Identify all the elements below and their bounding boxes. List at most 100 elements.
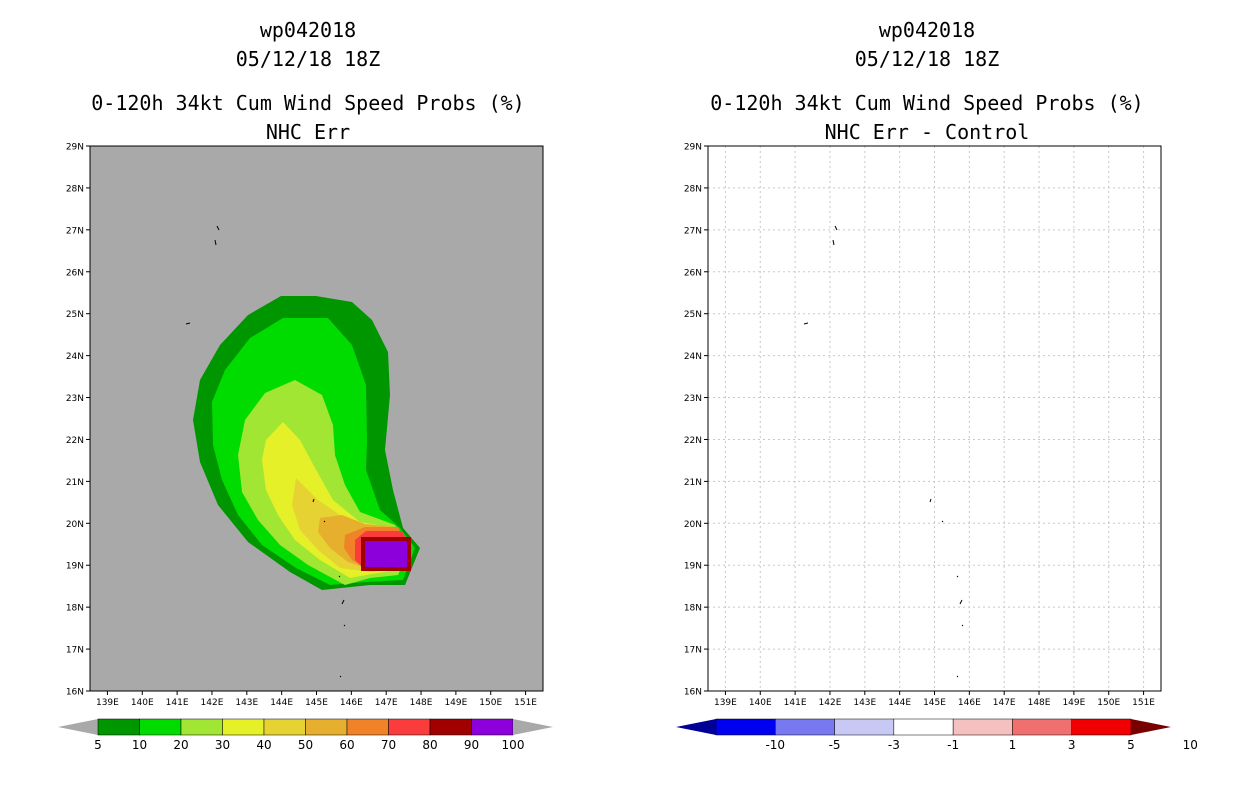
right-y-axis: 16N 17N 18N 19N 20N 21N 22N 23N 24N 25N 26N 27N 28N 2… xyxy=(684,143,708,698)
y-tick-label: 18N xyxy=(684,604,702,614)
y-tick-label: 22N xyxy=(66,436,84,446)
colorbar-segment xyxy=(952,718,1013,736)
island-h xyxy=(961,624,964,627)
x-tick-label: 149E xyxy=(1062,698,1085,708)
right-title-line1: wp042018 xyxy=(878,18,976,42)
x-tick-label: 144E xyxy=(270,698,293,708)
y-tick-label: 20N xyxy=(66,520,84,530)
x-tick-label: 140E xyxy=(131,698,154,708)
y-tick-label: 18N xyxy=(66,604,84,614)
island-c xyxy=(185,322,191,325)
y-tick-label: 16N xyxy=(66,688,84,698)
x-tick-label: 142E xyxy=(201,698,224,708)
island-b xyxy=(832,239,835,246)
island-i xyxy=(339,675,342,678)
right-title-line4: NHC Err - Control xyxy=(824,120,1030,144)
colorbar-under-arrow xyxy=(58,719,98,735)
colorbar-label: 80 xyxy=(422,738,437,752)
island-f xyxy=(956,575,959,578)
colorbar-segment xyxy=(775,718,835,736)
colorbar-segment xyxy=(471,718,514,736)
x-tick-label: 150E xyxy=(479,698,502,708)
x-tick-label: 139E xyxy=(714,698,737,708)
colorbar-label: 90 xyxy=(464,738,479,752)
colorbar-segment xyxy=(180,718,223,736)
colorbar-segment xyxy=(222,718,265,736)
x-tick-label: 151E xyxy=(1132,698,1155,708)
colorbar-segment xyxy=(263,718,306,736)
x-tick-label: 142E xyxy=(819,698,842,708)
colorbar-over-arrow xyxy=(513,719,553,735)
right-title-line2: 05/12/18 18Z xyxy=(854,47,1000,71)
y-tick-label: 29N xyxy=(684,143,702,153)
colorbar-segment xyxy=(305,718,348,736)
colorbar-label: 5 xyxy=(94,738,102,752)
x-tick-label: 147E xyxy=(375,698,398,708)
y-tick-label: 16N xyxy=(684,688,702,698)
colorbar-segment xyxy=(893,718,954,736)
x-tick-label: 148E xyxy=(410,698,433,708)
left-title-line4: NHC Err xyxy=(265,120,351,144)
y-tick-label: 22N xyxy=(684,436,702,446)
island-d xyxy=(929,498,932,503)
island-e xyxy=(323,520,326,523)
island-b xyxy=(214,239,217,246)
colorbar-label: 3 xyxy=(1068,738,1076,752)
x-tick-label: 147E xyxy=(993,698,1016,708)
colorbar-segment xyxy=(834,718,895,736)
y-tick-label: 21N xyxy=(684,478,702,488)
x-tick-label: 143E xyxy=(235,698,258,708)
island-c xyxy=(803,322,809,325)
left-y-axis: 16N 17N 18N 19N 20N 21N 22N 23N 24N 25N 26N 27N 28N 2… xyxy=(66,143,90,698)
island-a xyxy=(834,225,838,231)
right-map: 16N 17N 18N 19N 20N 21N 22N 23N 24N 25N 26N 27N 28N 2… xyxy=(684,143,1162,708)
left-x-axis: 139E 140E 141E 142E 143E 144E 145E 146E 147E 148E… xyxy=(96,691,537,708)
left-title-line1: wp042018 xyxy=(259,18,357,42)
colorbar-label: 60 xyxy=(339,738,354,752)
colorbar-label: 10 xyxy=(1183,738,1198,752)
colorbar-label: 20 xyxy=(173,738,188,752)
colorbar-label: -1 xyxy=(947,738,959,752)
x-tick-label: 143E xyxy=(853,698,876,708)
colorbar-label: -10 xyxy=(765,738,785,752)
x-tick-label: 144E xyxy=(888,698,911,708)
colorbar-label: 50 xyxy=(298,738,313,752)
x-tick-label: 149E xyxy=(444,698,467,708)
left-map: 16N 17N 18N 19N 20N 21N 22N 23N 24N 25N 26N 27N 28N 2… xyxy=(66,143,544,708)
y-tick-label: 28N xyxy=(684,184,702,194)
y-tick-label: 20N xyxy=(684,520,702,530)
island-h xyxy=(343,624,346,627)
colorbar-segment xyxy=(1012,718,1072,736)
x-tick-label: 139E xyxy=(96,698,119,708)
right-grid xyxy=(708,146,1161,691)
left-title-line3: 0-120h 34kt Cum Wind Speed Probs (%) xyxy=(91,91,525,115)
right-title-line3: 0-120h 34kt Cum Wind Speed Probs (%) xyxy=(710,91,1144,115)
island-g xyxy=(959,599,963,605)
island-i xyxy=(956,675,959,678)
colorbar-label: 70 xyxy=(381,738,396,752)
y-tick-label: 24N xyxy=(684,352,702,362)
x-tick-label: 150E xyxy=(1097,698,1120,708)
y-tick-label: 25N xyxy=(66,310,84,320)
colorbar-under-arrow xyxy=(676,719,716,735)
y-tick-label: 23N xyxy=(684,394,702,404)
x-tick-label: 140E xyxy=(749,698,772,708)
y-tick-label: 27N xyxy=(66,226,84,236)
colorbar-segment xyxy=(388,718,431,736)
y-tick-label: 26N xyxy=(684,268,702,278)
colorbar-segment xyxy=(715,718,776,736)
left-title-line2: 05/12/18 18Z xyxy=(235,47,381,71)
x-tick-label: 141E xyxy=(166,698,189,708)
y-tick-label: 28N xyxy=(66,184,84,194)
colorbar-label: 100 xyxy=(502,738,525,752)
x-tick-label: 141E xyxy=(784,698,807,708)
y-tick-label: 19N xyxy=(66,562,84,572)
x-tick-label: 151E xyxy=(514,698,537,708)
colorbar-segment xyxy=(1071,718,1132,736)
x-tick-label: 146E xyxy=(340,698,363,708)
y-tick-label: 19N xyxy=(684,562,702,572)
colorbar-label: -3 xyxy=(888,738,900,752)
colorbar-segment xyxy=(429,718,472,736)
island-d xyxy=(312,498,315,503)
